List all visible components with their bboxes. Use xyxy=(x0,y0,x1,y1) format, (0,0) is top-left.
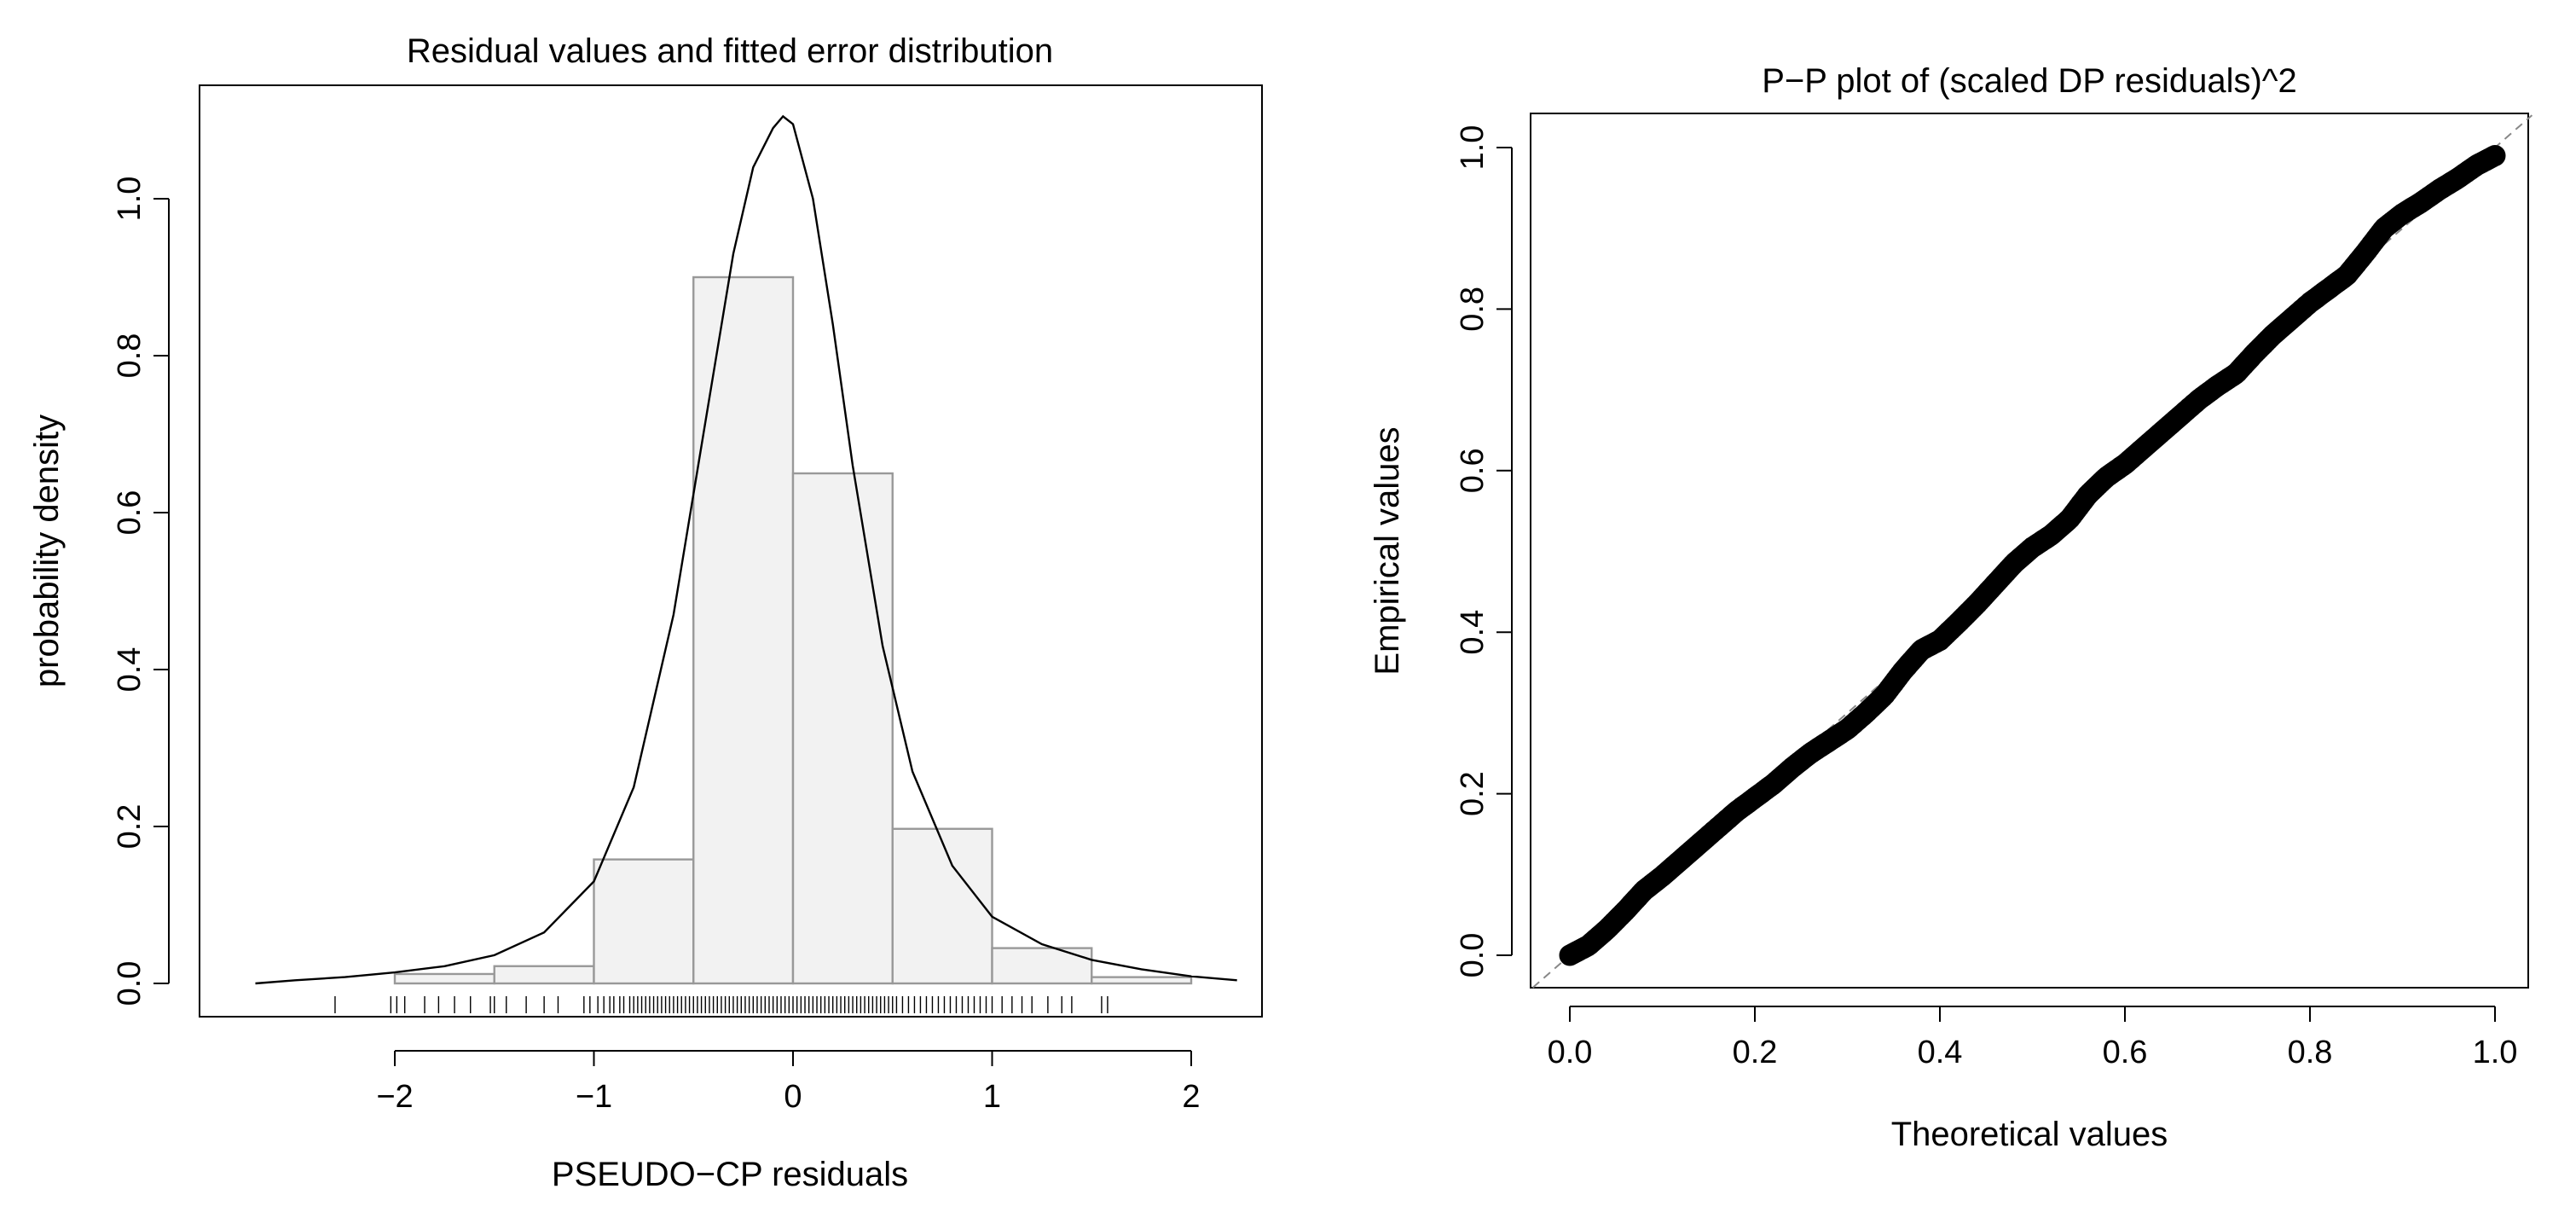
y-tick-label: 1.0 xyxy=(1455,125,1491,171)
residual-rug xyxy=(334,996,1109,1013)
y-tick-label: 0.2 xyxy=(1455,771,1491,816)
x-tick-label: 0.0 xyxy=(1548,1035,1593,1070)
histogram-x-axis-label: PSEUDO−CP residuals xyxy=(552,1156,908,1193)
histogram-y-axis-label: probability density xyxy=(28,415,66,687)
pp-point xyxy=(2484,145,2506,166)
histogram-y-ticks: 0.0 0.2 0.4 0.6 0.8 1.0 xyxy=(112,177,169,1006)
x-tick-label: 1.0 xyxy=(2473,1035,2518,1070)
pp-points xyxy=(1559,145,2506,966)
y-tick-label: 0.8 xyxy=(1455,287,1491,332)
histogram-x-ticks: −2 −1 0 1 2 xyxy=(376,1051,1201,1115)
y-tick-label: 1.0 xyxy=(112,177,148,222)
y-tick-label: 0.8 xyxy=(112,333,148,379)
x-tick-label: 0.4 xyxy=(1918,1035,1963,1070)
x-tick-label: 0 xyxy=(784,1079,802,1115)
x-tick-label: −2 xyxy=(376,1079,413,1115)
pp-y-ticks: 0.0 0.2 0.4 0.6 0.8 1.0 xyxy=(1455,125,1512,978)
y-tick-label: 0.0 xyxy=(112,961,148,1006)
histogram-bar xyxy=(1091,976,1193,985)
y-tick-label: 0.4 xyxy=(112,647,148,693)
y-tick-label: 0.4 xyxy=(1455,610,1491,655)
x-tick-label: 0.2 xyxy=(1733,1035,1778,1070)
y-tick-label: 0.0 xyxy=(1455,933,1491,978)
histogram-title: Residual values and fitted error distrib… xyxy=(407,32,1053,70)
histogram-bar xyxy=(393,972,495,985)
pp-plot-panel: P−P plot of (scaled DP residuals)^2 0.0 0… xyxy=(1369,62,2533,1153)
histogram-bar xyxy=(791,472,894,985)
histogram-bar xyxy=(493,965,595,985)
fitted-density-curve xyxy=(255,114,1237,985)
histogram-panel: Residual values and fitted error distrib… xyxy=(28,32,1263,1193)
y-tick-label: 0.6 xyxy=(112,490,148,536)
x-tick-label: 0.6 xyxy=(2103,1035,2148,1070)
y-tick-label: 0.2 xyxy=(112,804,148,850)
histogram-bar xyxy=(891,827,993,985)
x-tick-label: 0.8 xyxy=(2288,1035,2333,1070)
pp-x-axis-label: Theoretical values xyxy=(1891,1116,2168,1153)
pp-plot-frame xyxy=(1530,113,2529,989)
histogram-bar xyxy=(593,858,695,985)
histogram-bars xyxy=(393,275,1193,985)
histogram-plot-frame xyxy=(199,84,1263,1018)
histogram-bar xyxy=(991,947,1093,985)
pp-y-axis-label: Empirical values xyxy=(1369,426,1406,675)
pp-plot-title: P−P plot of (scaled DP residuals)^2 xyxy=(1762,62,2297,100)
x-tick-label: 1 xyxy=(983,1079,1001,1115)
x-tick-label: −1 xyxy=(576,1079,612,1115)
histogram-bar xyxy=(692,275,795,985)
y-tick-label: 0.6 xyxy=(1455,448,1491,493)
x-tick-label: 2 xyxy=(1182,1079,1200,1115)
pp-x-ticks: 0.0 0.2 0.4 0.6 0.8 1.0 xyxy=(1548,1006,2518,1070)
